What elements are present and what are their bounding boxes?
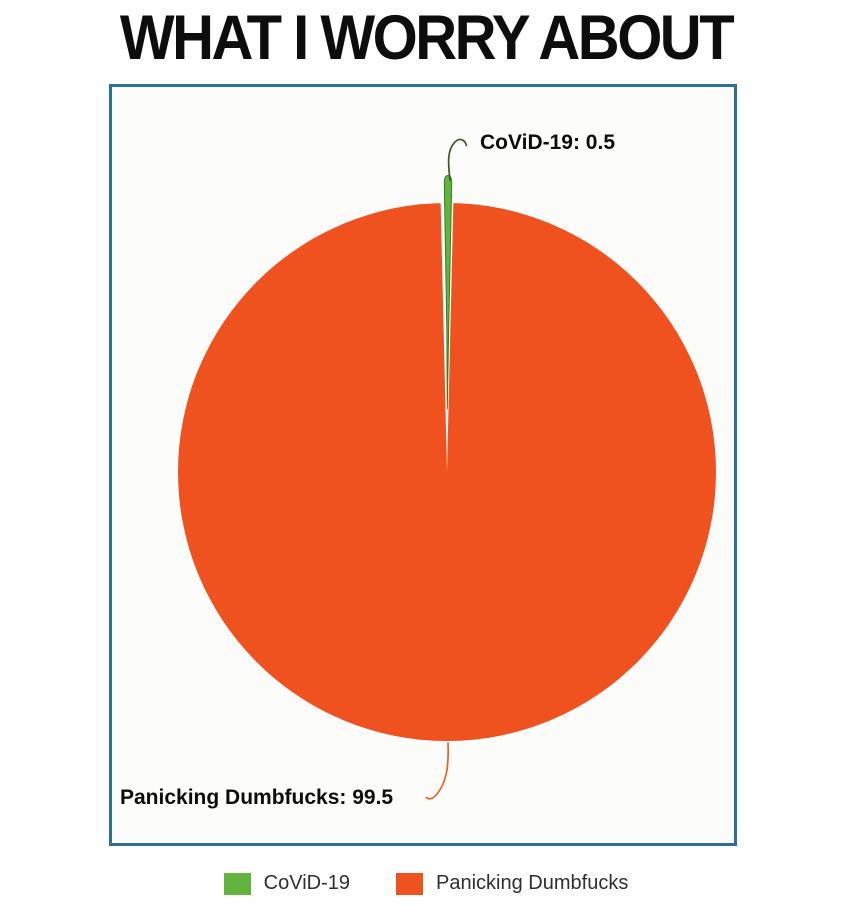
legend-item-covid: CoViD-19 (223, 872, 351, 895)
legend-label-panicking: Panicking Dumbfucks (436, 872, 629, 894)
slice-annotation-panicking: Panicking Dumbfucks: 99.5 (120, 786, 394, 809)
chart-title: WHAT I WORRY ABOUT (119, 3, 735, 74)
legend-item-panicking: Panicking Dumbfucks (396, 872, 628, 895)
leader-line-covid (447, 138, 468, 181)
pie-chart (178, 138, 716, 800)
slice-annotation-covid: CoViD-19: 0.5 (480, 131, 615, 154)
legend-swatch-panicking (396, 872, 424, 895)
leader-line-panicking (425, 742, 450, 800)
chart-legend: CoViD-19 Panicking Dumbfucks (0, 872, 852, 895)
legend-label-covid: CoViD-19 (263, 872, 351, 894)
chart-frame: CoViD-19: 0.5 Panicking Dumbfucks: 99.5 (109, 84, 737, 846)
legend-swatch-covid (223, 872, 251, 895)
